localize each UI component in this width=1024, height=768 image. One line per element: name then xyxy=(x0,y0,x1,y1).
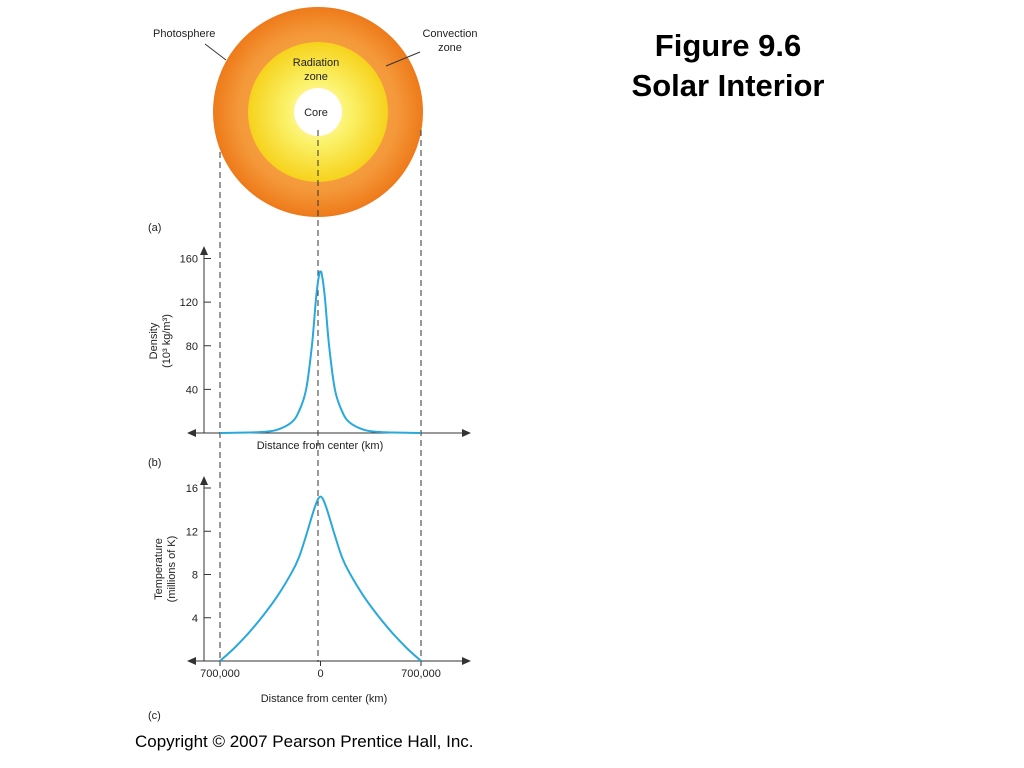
density-ylabel-1: Density xyxy=(148,322,160,359)
temperature-xtick-label: 0 xyxy=(317,668,323,680)
temperature-curve xyxy=(219,495,422,662)
temperature-ytick-label: 8 xyxy=(192,570,198,582)
density-ylabel-2: (10³ kg/m³) xyxy=(161,314,173,368)
core xyxy=(294,88,342,136)
temperature-ylabel-2: (millions of K) xyxy=(166,536,178,603)
temperature-y-ticks: 4 8 12 16 xyxy=(186,483,211,625)
photosphere-label: Photosphere xyxy=(153,28,215,40)
density-x-arrow-left xyxy=(187,429,196,437)
temperature-xtick-label: 700,000 xyxy=(200,668,240,680)
sun-cross-section: Radiation zone Core Photosphere Convecti… xyxy=(148,7,478,234)
core-label: Core xyxy=(304,107,328,119)
density-ytick-label: 80 xyxy=(186,341,198,353)
density-y-arrow xyxy=(200,246,208,255)
temperature-xlabel: Distance from center (km) xyxy=(261,693,388,705)
panel-c-label: (c) xyxy=(148,710,161,722)
density-ytick-label: 40 xyxy=(186,384,198,396)
temperature-y-arrow xyxy=(200,476,208,485)
density-xlabel: Distance from center (km) xyxy=(257,440,384,452)
density-curve xyxy=(219,270,422,434)
temperature-ytick-label: 4 xyxy=(192,613,198,625)
temperature-ytick-label: 16 xyxy=(186,483,198,495)
density-ytick-label: 120 xyxy=(180,297,198,309)
guide-lines xyxy=(219,130,422,662)
temperature-x-arrow-left xyxy=(187,657,196,665)
copyright-notice: Copyright © 2007 Pearson Prentice Hall, … xyxy=(135,732,474,751)
radiation-zone-label-1: Radiation xyxy=(293,57,339,69)
temperature-x-ticks: 700,000 0 700,000 xyxy=(200,661,441,680)
convection-zone-label-1: Convection xyxy=(422,28,477,40)
convection-zone-pointer xyxy=(385,51,421,67)
density-ytick-label: 160 xyxy=(180,254,198,266)
density-y-ticks: 40 80 120 160 xyxy=(180,254,211,396)
panel-b-label: (b) xyxy=(148,457,161,469)
photosphere-pointer xyxy=(204,43,227,61)
panel-a-label: (a) xyxy=(148,222,161,234)
temperature-chart: 4 8 12 16 700,000 0 700,000 Temperature (mill… xyxy=(148,476,471,722)
density-chart: 40 80 120 160 Density (10³ kg/m³) Distance … xyxy=(148,246,471,469)
temperature-ylabel-1: Temperature xyxy=(153,538,165,600)
temperature-xtick-label: 700,000 xyxy=(401,668,441,680)
radiation-zone-label-2: zone xyxy=(304,71,328,83)
title-line-1: Figure 9.6 xyxy=(654,28,802,63)
convection-zone-label-2: zone xyxy=(438,42,462,54)
slide-title: Figure 9.6 Solar Interior xyxy=(600,26,856,106)
temperature-x-arrow-right xyxy=(462,657,471,665)
density-x-arrow-right xyxy=(462,429,471,437)
title-line-2: Solar Interior xyxy=(631,68,825,103)
temperature-ytick-label: 12 xyxy=(186,526,198,538)
